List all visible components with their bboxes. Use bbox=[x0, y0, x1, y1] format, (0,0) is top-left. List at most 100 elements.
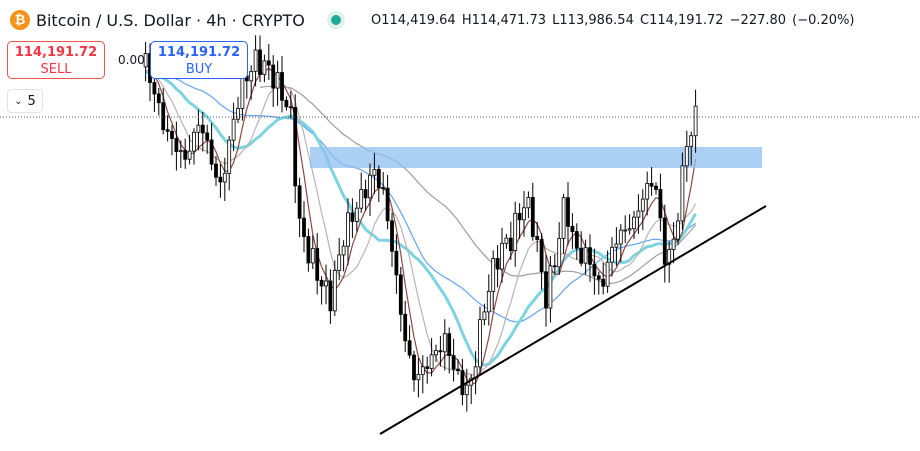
change-value: −227.80 (−0.20%) bbox=[729, 13, 855, 28]
bullish-candle bbox=[513, 212, 518, 252]
bearish-candle bbox=[574, 231, 579, 249]
ma-20-line bbox=[145, 70, 697, 367]
bearish-candle bbox=[456, 368, 460, 372]
bullish-candle bbox=[583, 247, 588, 264]
bullish-candle bbox=[332, 270, 337, 312]
indicators-count: 5 bbox=[27, 93, 36, 109]
bullish-candle bbox=[548, 265, 553, 309]
bullish-candle bbox=[464, 384, 469, 396]
sell-button[interactable]: 114,191.72 SELL bbox=[7, 41, 105, 79]
bullish-candle bbox=[610, 246, 614, 263]
bullish-candle bbox=[614, 243, 619, 248]
market-status-dot[interactable] bbox=[330, 15, 341, 25]
bearish-candle bbox=[649, 183, 654, 187]
bullish-candle bbox=[618, 229, 623, 245]
bullish-candle bbox=[680, 165, 685, 222]
bullish-candle bbox=[627, 228, 632, 231]
ohlc-values: O114,419.64 H114,471.73 L113,986.54 C114… bbox=[371, 13, 855, 28]
bearish-candle bbox=[306, 236, 311, 264]
bearish-candle bbox=[319, 279, 324, 287]
resistance-zone[interactable] bbox=[310, 147, 762, 168]
bullish-candle bbox=[324, 280, 328, 287]
bullish-candle bbox=[693, 105, 698, 137]
bullish-candle bbox=[636, 210, 641, 218]
ma-10-line bbox=[145, 69, 697, 377]
bullish-candle bbox=[372, 169, 377, 176]
bullish-candle bbox=[632, 216, 636, 230]
bearish-candle bbox=[205, 132, 210, 141]
bullish-candle bbox=[500, 242, 504, 270]
bearish-candle bbox=[438, 350, 443, 353]
bullish-candle bbox=[196, 124, 201, 133]
bearish-candle bbox=[544, 271, 548, 309]
buy-button[interactable]: 114,191.72 BUY bbox=[150, 41, 248, 79]
bearish-candle bbox=[654, 185, 658, 190]
bearish-candle bbox=[302, 217, 306, 237]
bullish-candle bbox=[240, 75, 245, 109]
bearish-candle bbox=[297, 185, 302, 219]
bearish-candle bbox=[530, 197, 535, 237]
bullish-candle bbox=[178, 149, 183, 152]
bearish-candle bbox=[280, 72, 284, 101]
bearish-candle bbox=[596, 275, 601, 280]
bearish-candle bbox=[579, 247, 584, 264]
bullish-candle bbox=[478, 319, 482, 368]
bearish-candle bbox=[200, 124, 205, 134]
bearish-candle bbox=[161, 102, 166, 131]
bullish-candle bbox=[486, 290, 491, 313]
bullish-candle bbox=[192, 131, 196, 152]
bearish-candle bbox=[495, 258, 500, 270]
bullish-candle bbox=[368, 174, 372, 199]
bullish-candle bbox=[262, 60, 267, 76]
bearish-candle bbox=[451, 355, 456, 370]
bearish-candle bbox=[460, 370, 465, 396]
buy-label: BUY bbox=[185, 62, 213, 77]
bearish-candle bbox=[214, 163, 218, 178]
bearish-candle bbox=[209, 139, 214, 165]
bearish-candle bbox=[376, 169, 381, 189]
bearish-candle bbox=[271, 64, 276, 89]
symbol-title[interactable]: Bitcoin / U.S. Dollar · 4h · CRYPTO bbox=[36, 10, 305, 30]
bullish-candle bbox=[689, 135, 694, 147]
bearish-candle bbox=[407, 340, 412, 356]
bearish-candle bbox=[328, 280, 333, 312]
indicators-toggle-button[interactable]: ⌄ 5 bbox=[7, 89, 43, 113]
bearish-candle bbox=[658, 188, 663, 219]
bearish-candle bbox=[266, 60, 271, 66]
bearish-candle bbox=[588, 247, 592, 265]
ma-50-line bbox=[259, 85, 697, 284]
bullish-candle bbox=[623, 229, 628, 232]
trend-line[interactable] bbox=[379, 205, 767, 435]
bullish-candle bbox=[222, 172, 227, 183]
bullish-candle bbox=[359, 189, 364, 209]
bearish-candle bbox=[412, 354, 416, 381]
bearish-candle bbox=[363, 189, 368, 199]
bullish-candle bbox=[561, 197, 566, 239]
bullish-candle bbox=[227, 139, 232, 174]
bullish-candle bbox=[526, 197, 531, 209]
candles bbox=[143, 35, 698, 412]
bullish-candle bbox=[640, 198, 645, 212]
open-value: O114,419.64 bbox=[371, 13, 456, 28]
bullish-candle bbox=[346, 212, 350, 247]
bearish-candle bbox=[284, 99, 289, 108]
close-value: C114,191.72 bbox=[640, 13, 724, 28]
bearish-candle bbox=[508, 237, 513, 252]
bearish-candle bbox=[350, 212, 355, 222]
bullish-candle bbox=[187, 150, 192, 160]
chevron-down-icon: ⌄ bbox=[14, 95, 23, 107]
bearish-candle bbox=[170, 130, 174, 139]
bullish-candle bbox=[429, 354, 434, 369]
ma-30-line bbox=[171, 76, 696, 323]
bullish-candle bbox=[482, 311, 487, 321]
symbol-legend: ₿ Bitcoin / U.S. Dollar · 4h · CRYPTO bbox=[10, 10, 341, 30]
bullish-candle bbox=[645, 183, 650, 200]
bullish-candle bbox=[143, 53, 148, 68]
bullish-candle bbox=[504, 237, 509, 244]
bearish-candle bbox=[447, 333, 452, 356]
bearish-candle bbox=[174, 138, 179, 152]
bearish-candle bbox=[152, 82, 157, 95]
bullish-candle bbox=[434, 350, 438, 356]
bullish-candle bbox=[310, 248, 315, 264]
